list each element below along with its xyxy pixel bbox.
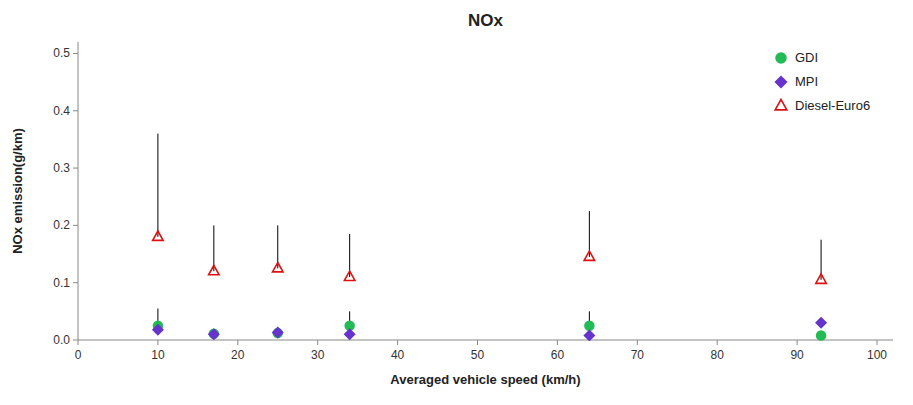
x-tick-label: 30 bbox=[311, 348, 325, 362]
point bbox=[272, 263, 283, 272]
point bbox=[584, 251, 595, 260]
y-tick-label: 0.3 bbox=[53, 161, 70, 175]
point bbox=[585, 321, 594, 330]
x-tick-label: 100 bbox=[867, 348, 887, 362]
x-tick bbox=[397, 340, 398, 345]
x-tick-label: 50 bbox=[471, 348, 485, 362]
legend-item: MPI bbox=[776, 74, 819, 89]
point bbox=[344, 271, 355, 280]
series bbox=[153, 134, 827, 284]
y-tick bbox=[73, 53, 78, 54]
x-tick-label: 60 bbox=[551, 348, 565, 362]
legend-label: Diesel-Euro6 bbox=[795, 98, 870, 113]
plot-area bbox=[153, 134, 827, 341]
point bbox=[345, 329, 355, 339]
y-tick-label: 0.1 bbox=[53, 276, 70, 290]
legend-label: MPI bbox=[795, 74, 818, 89]
legend-marker bbox=[776, 77, 787, 88]
legend-item: Diesel-Euro6 bbox=[775, 98, 870, 113]
x-tick bbox=[877, 340, 878, 345]
point bbox=[816, 318, 826, 328]
x-tick-label: 70 bbox=[631, 348, 645, 362]
series bbox=[153, 308, 825, 339]
y-axis-line bbox=[78, 42, 79, 340]
error-bar bbox=[157, 134, 158, 237]
x-tick-label: 0 bbox=[75, 348, 82, 362]
y-tick bbox=[73, 168, 78, 169]
x-tick bbox=[157, 340, 158, 345]
series bbox=[153, 318, 826, 341]
x-tick bbox=[317, 340, 318, 345]
x-tick bbox=[237, 340, 238, 345]
y-tick bbox=[73, 340, 78, 341]
x-tick bbox=[797, 340, 798, 345]
y-tick-label: 0.4 bbox=[53, 104, 70, 118]
title: NOx bbox=[468, 11, 504, 30]
x-tick-label: 90 bbox=[790, 348, 804, 362]
point bbox=[209, 265, 220, 274]
point bbox=[816, 274, 827, 283]
point bbox=[817, 331, 826, 340]
y-axis-label: NOx emission(g/km) bbox=[10, 128, 25, 254]
x-axis-line bbox=[78, 340, 893, 341]
x-tick-label: 10 bbox=[151, 348, 165, 362]
y-tick-label: 0.2 bbox=[53, 218, 70, 232]
y-tick bbox=[73, 282, 78, 283]
x-tick bbox=[78, 340, 79, 345]
axes: 0 10 20 30 40 50 60 70 80 90 100 0.0 0.1 0.2 0.3 0.4 0.5 bbox=[53, 42, 893, 362]
point bbox=[584, 330, 594, 340]
legend-marker bbox=[775, 100, 787, 110]
background bbox=[0, 0, 913, 405]
y-tick bbox=[73, 110, 78, 111]
x-tick-label: 80 bbox=[711, 348, 725, 362]
x-tick bbox=[557, 340, 558, 345]
point bbox=[153, 325, 163, 335]
y-tick-label: 0.0 bbox=[53, 333, 70, 347]
y-tick bbox=[73, 225, 78, 226]
point bbox=[273, 328, 283, 338]
x-tick bbox=[477, 340, 478, 345]
x-tick-label: 20 bbox=[231, 348, 245, 362]
x-tick bbox=[717, 340, 718, 345]
chart: 0 10 20 30 40 50 60 70 80 90 100 0.0 0.1 0.2 0.3 0.4 0.5… bbox=[0, 0, 913, 405]
x-tick-label: 40 bbox=[391, 348, 405, 362]
legend-item: GDI bbox=[776, 50, 818, 65]
x-axis-label: Averaged vehicle speed (km/h) bbox=[390, 372, 580, 387]
point bbox=[209, 329, 219, 339]
x-tick bbox=[637, 340, 638, 345]
legend-label: GDI bbox=[795, 50, 818, 65]
point bbox=[153, 231, 164, 240]
legend: GDI MPI Diesel-Euro6 bbox=[775, 50, 870, 113]
y-tick-label: 0.5 bbox=[53, 46, 70, 60]
legend-marker bbox=[776, 53, 786, 63]
